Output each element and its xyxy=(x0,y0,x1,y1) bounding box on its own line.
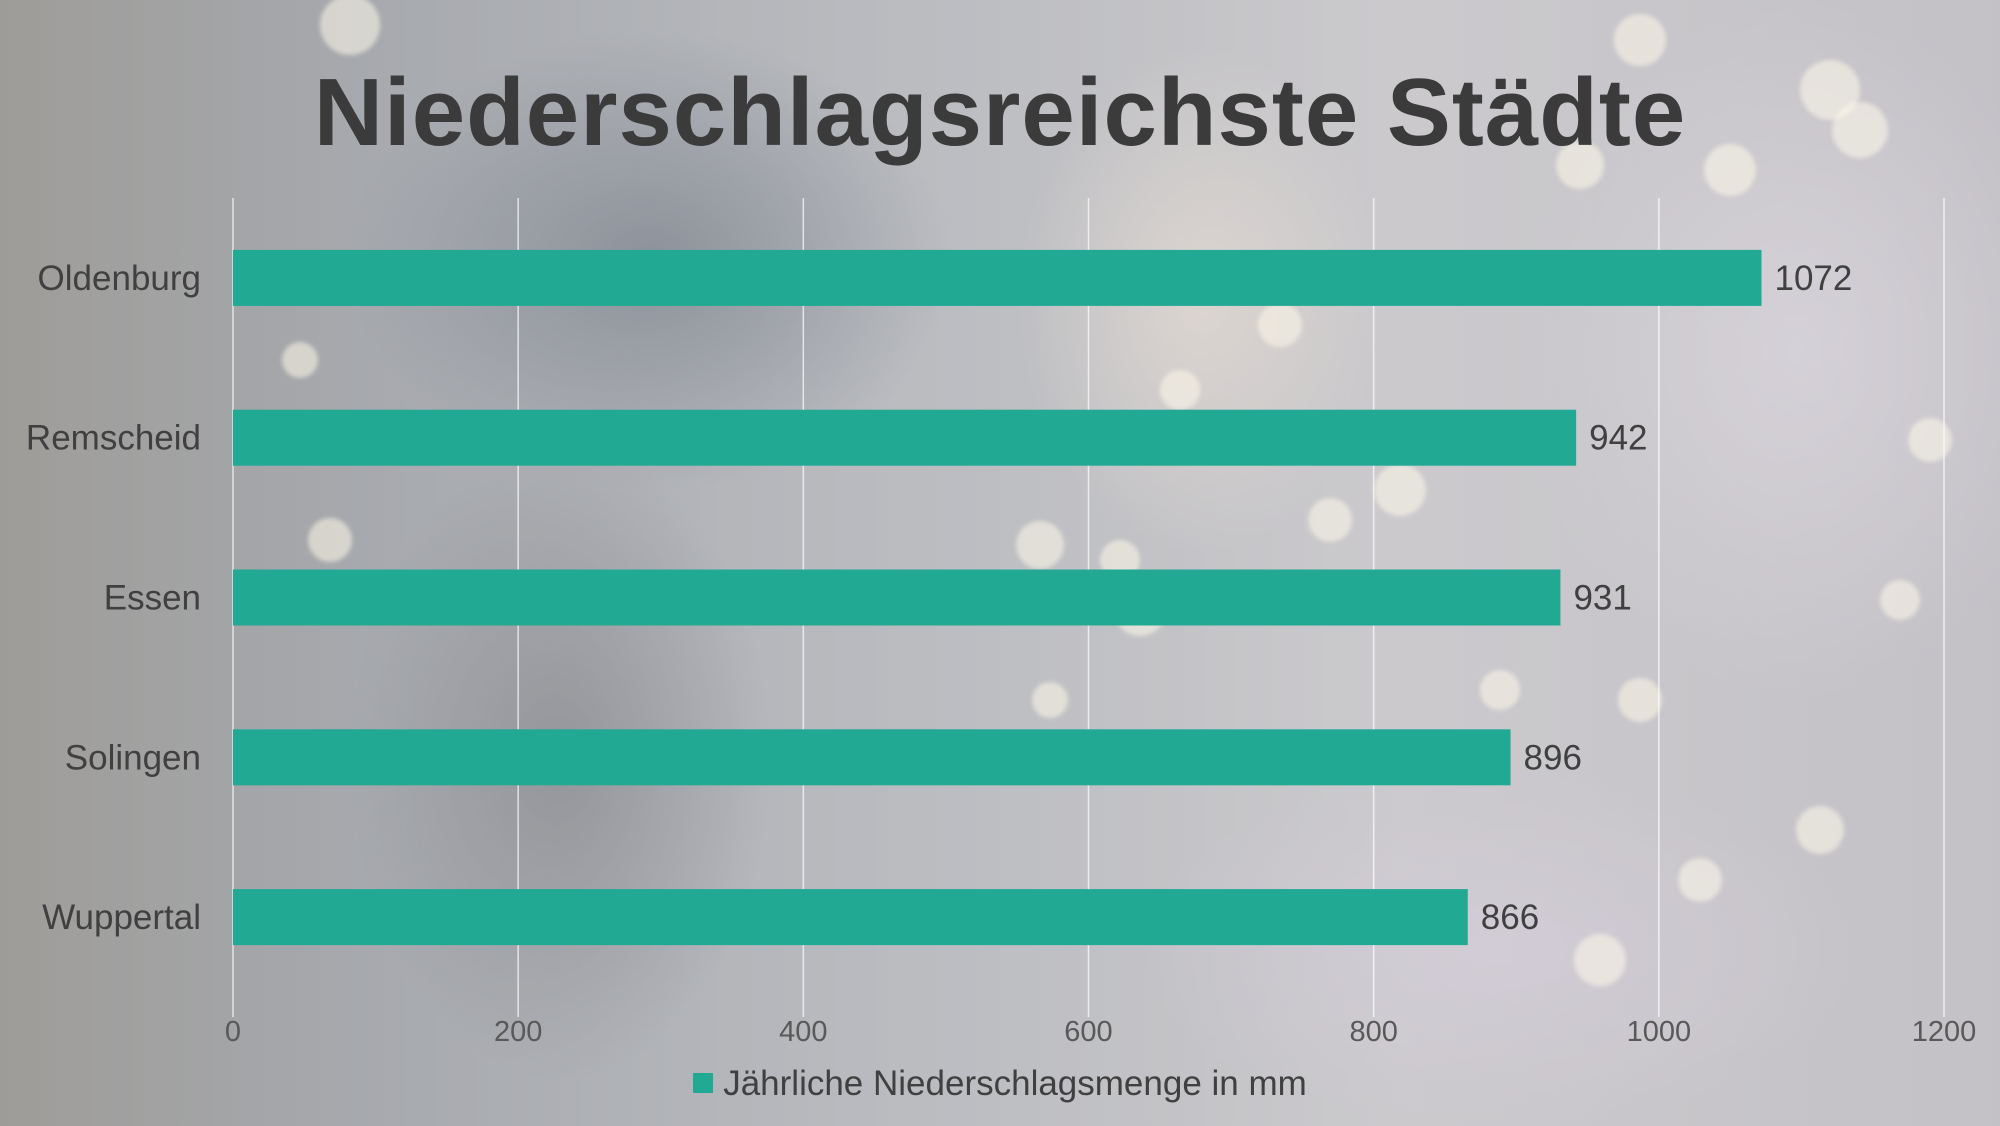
bar xyxy=(233,569,1561,626)
category-label: Remscheid xyxy=(26,419,201,458)
bokeh-light xyxy=(1032,682,1068,718)
bokeh-light xyxy=(1308,498,1352,542)
bar xyxy=(233,889,1468,946)
bokeh-light xyxy=(1556,141,1604,189)
bar xyxy=(233,729,1511,786)
bokeh-light xyxy=(308,518,352,562)
data-label: 1072 xyxy=(1774,259,1852,298)
category-label: Solingen xyxy=(65,738,201,777)
data-labels: 1072 942 931 896 866 xyxy=(1481,259,1853,937)
bokeh-light xyxy=(1016,521,1064,569)
tick-label: 1000 xyxy=(1627,1016,1692,1048)
legend: Jährliche Niederschlagsmenge in mm xyxy=(0,1064,2000,1104)
bokeh-light xyxy=(1618,678,1662,722)
category-label: Oldenburg xyxy=(38,259,201,298)
category-label: Wuppertal xyxy=(42,898,201,937)
tick-label: 800 xyxy=(1349,1016,1397,1048)
bokeh-light xyxy=(1160,370,1200,410)
tick-label: 1200 xyxy=(1912,1016,1977,1048)
bokeh-light xyxy=(1374,464,1426,516)
tick-label: 0 xyxy=(225,1016,241,1048)
bokeh-light xyxy=(320,0,380,55)
category-label: Essen xyxy=(104,579,201,618)
legend-swatch xyxy=(693,1073,714,1093)
value-axis: 0 200 400 600 800 1000 1200 xyxy=(225,1016,1976,1048)
bokeh-light xyxy=(1704,144,1756,196)
bar xyxy=(233,409,1577,466)
bokeh-light xyxy=(1480,670,1520,710)
bokeh-light xyxy=(1574,934,1626,986)
data-label: 931 xyxy=(1573,579,1631,618)
bokeh-light xyxy=(1796,806,1844,854)
bokeh-light xyxy=(1258,303,1302,347)
legend-label: Jährliche Niederschlagsmenge in mm xyxy=(723,1064,1307,1103)
tick-label: 200 xyxy=(494,1016,542,1048)
tick-label: 600 xyxy=(1064,1016,1112,1048)
bokeh-light xyxy=(1678,858,1722,902)
category-axis: Oldenburg Remscheid Essen Solingen Wuppertal xyxy=(26,259,201,937)
bokeh-light xyxy=(282,342,318,378)
gridlines xyxy=(232,198,1945,1017)
bokeh-light xyxy=(1880,580,1920,620)
bars xyxy=(233,249,1762,946)
data-label: 896 xyxy=(1524,738,1582,777)
bokeh-light xyxy=(1832,102,1888,158)
chart-title: Niederschlagsreichste Städte xyxy=(313,59,1687,166)
bokeh-light xyxy=(1614,14,1666,66)
tick-label: 400 xyxy=(779,1016,827,1048)
data-label: 942 xyxy=(1589,419,1647,458)
data-label: 866 xyxy=(1481,898,1539,937)
bar xyxy=(233,249,1762,306)
